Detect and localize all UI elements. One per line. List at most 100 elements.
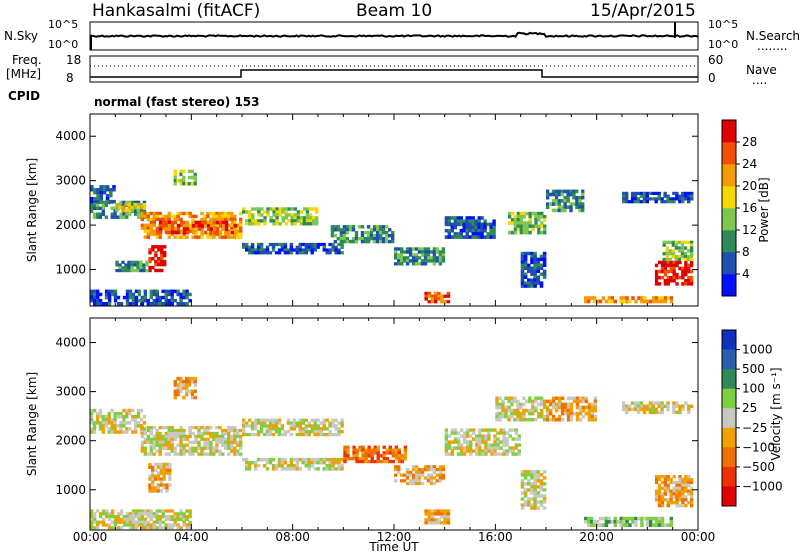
- echo-cell: [311, 222, 316, 226]
- echo-cell: [191, 426, 195, 430]
- echo-cell: [188, 449, 192, 453]
- echo-cell: [242, 457, 246, 462]
- echo-cell: [690, 260, 694, 265]
- echo-cell: [90, 430, 94, 434]
- echo-cell: [224, 211, 228, 216]
- echo-cell: [569, 408, 574, 413]
- echo-cell: [459, 446, 464, 450]
- echo-cell: [560, 396, 565, 400]
- echo-cell: [148, 462, 152, 467]
- echo-cell: [505, 452, 509, 456]
- echo-cell: [110, 515, 115, 519]
- echo-cell: [531, 405, 535, 410]
- echo-cell: [206, 232, 210, 236]
- echo-cell: [152, 512, 156, 516]
- echo-cell: [607, 516, 611, 521]
- echo-cell: [155, 431, 159, 436]
- echo-cell: [513, 221, 518, 225]
- echo-cell: [200, 446, 204, 450]
- echo-cell: [236, 443, 240, 447]
- echo-cell: [159, 462, 163, 467]
- echo-cell: [469, 452, 473, 456]
- echo-cell: [185, 383, 189, 387]
- echo-cell: [313, 460, 317, 465]
- echo-cell: [278, 213, 282, 217]
- echo-cell: [107, 512, 112, 516]
- echo-cell: [533, 479, 537, 483]
- echo-cell: [176, 434, 180, 439]
- echo-cell: [271, 432, 276, 437]
- echo-cell: [444, 219, 449, 223]
- echo-cell: [513, 218, 518, 222]
- echo-cell: [678, 486, 682, 490]
- echo-cell: [98, 292, 103, 297]
- echo-cell: [474, 219, 478, 223]
- echo-cell: [427, 518, 432, 522]
- echo-band: [508, 211, 547, 235]
- echo-cell: [242, 432, 246, 437]
- echo-cell: [530, 257, 534, 262]
- echo-cell: [669, 489, 673, 493]
- echo-cell: [678, 275, 682, 280]
- echo-cell: [137, 515, 142, 519]
- echo-cell: [93, 292, 97, 297]
- echo-cell: [322, 460, 326, 465]
- echo-cell: [510, 211, 515, 216]
- echo-cell: [134, 523, 139, 527]
- echo-cell: [366, 234, 371, 238]
- echo-cell: [672, 272, 676, 277]
- y-tick-label: 2000: [55, 434, 86, 448]
- echo-cell: [152, 220, 156, 225]
- echo-cell: [523, 260, 528, 265]
- echo-cell: [271, 457, 276, 462]
- echo-cell: [119, 200, 123, 205]
- echo-cell: [151, 245, 155, 249]
- echo-cell: [167, 446, 171, 450]
- echo-cell: [508, 428, 512, 432]
- echo-cell: [339, 228, 344, 232]
- echo-cell: [402, 479, 407, 483]
- echo-cell: [429, 479, 434, 483]
- echo-cell: [690, 504, 694, 508]
- echo-cell: [209, 434, 213, 439]
- echo-band: [242, 207, 319, 226]
- echo-cell: [194, 235, 198, 239]
- echo-cell: [478, 434, 482, 438]
- echo-cell: [414, 482, 419, 486]
- echo-cell: [584, 405, 589, 410]
- echo-cell: [206, 224, 211, 228]
- echo-cell: [265, 427, 270, 431]
- echo-cell: [560, 192, 564, 197]
- echo-cell: [280, 467, 285, 471]
- echo-cell: [534, 408, 538, 413]
- echo-cell: [173, 289, 177, 294]
- echo-cell: [233, 426, 237, 430]
- echo-cell: [155, 289, 159, 294]
- echo-cell: [313, 418, 317, 422]
- echo-cell: [423, 262, 428, 266]
- echo-cell: [400, 262, 404, 266]
- echo-cell: [456, 219, 460, 223]
- echo-cell: [262, 251, 267, 255]
- echo-cell: [528, 408, 532, 413]
- echo-cell: [674, 240, 679, 244]
- echo-cell: [394, 465, 398, 469]
- echo-cell: [185, 386, 189, 390]
- y-tick-label: 1000: [55, 263, 86, 277]
- echo-cell: [170, 443, 174, 447]
- echo-cell: [533, 488, 537, 492]
- echo-cell: [672, 407, 676, 412]
- echo-cell: [212, 449, 216, 453]
- echo-cell: [510, 221, 515, 225]
- echo-cell: [660, 299, 665, 304]
- echo-cell: [161, 509, 165, 513]
- echo-cell: [420, 468, 425, 472]
- echo-cell: [133, 202, 137, 207]
- echo-cell: [352, 457, 356, 461]
- echo-cell: [173, 523, 177, 527]
- echo-cell: [426, 247, 431, 251]
- echo-cell: [161, 302, 165, 306]
- echo-cell: [227, 446, 231, 450]
- echo-cell: [669, 200, 673, 204]
- echo-cell: [554, 189, 559, 194]
